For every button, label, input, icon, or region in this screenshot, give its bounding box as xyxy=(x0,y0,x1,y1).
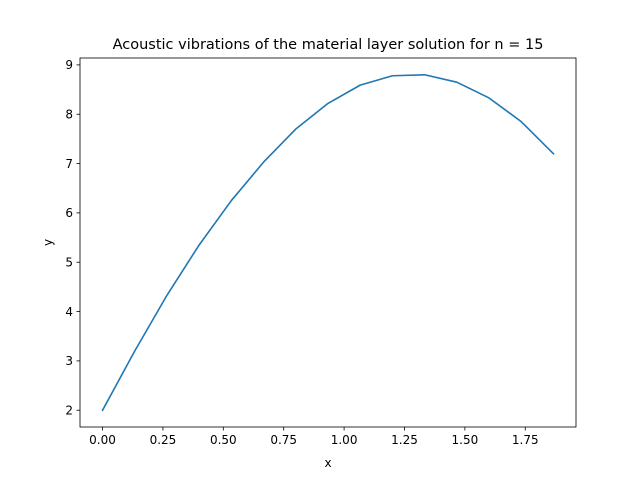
y-axis-label: y xyxy=(41,239,55,246)
x-tick-label: 1.25 xyxy=(391,433,418,447)
x-tick-label: 0.50 xyxy=(210,433,237,447)
x-tick-label: 1.75 xyxy=(512,433,539,447)
axes-frame xyxy=(79,57,577,428)
y-tick-label: 4 xyxy=(65,305,73,319)
y-tick-label: 9 xyxy=(65,58,73,72)
x-tick-label: 1.50 xyxy=(452,433,479,447)
chart-title: Acoustic vibrations of the material laye… xyxy=(113,37,544,53)
x-tick-label: 0.25 xyxy=(150,433,177,447)
y-tick-label: 2 xyxy=(65,404,73,418)
x-axis-label: x xyxy=(324,456,331,470)
x-tick-label: 1.00 xyxy=(331,433,358,447)
x-tick-label: 0.75 xyxy=(270,433,297,447)
y-tick-label: 3 xyxy=(65,354,73,368)
x-tick-label: 0.00 xyxy=(89,433,116,447)
y-tick-label: 6 xyxy=(65,206,73,220)
y-tick-label: 7 xyxy=(65,157,73,171)
y-tick-label: 8 xyxy=(65,108,73,122)
y-tick-label: 5 xyxy=(65,256,73,270)
